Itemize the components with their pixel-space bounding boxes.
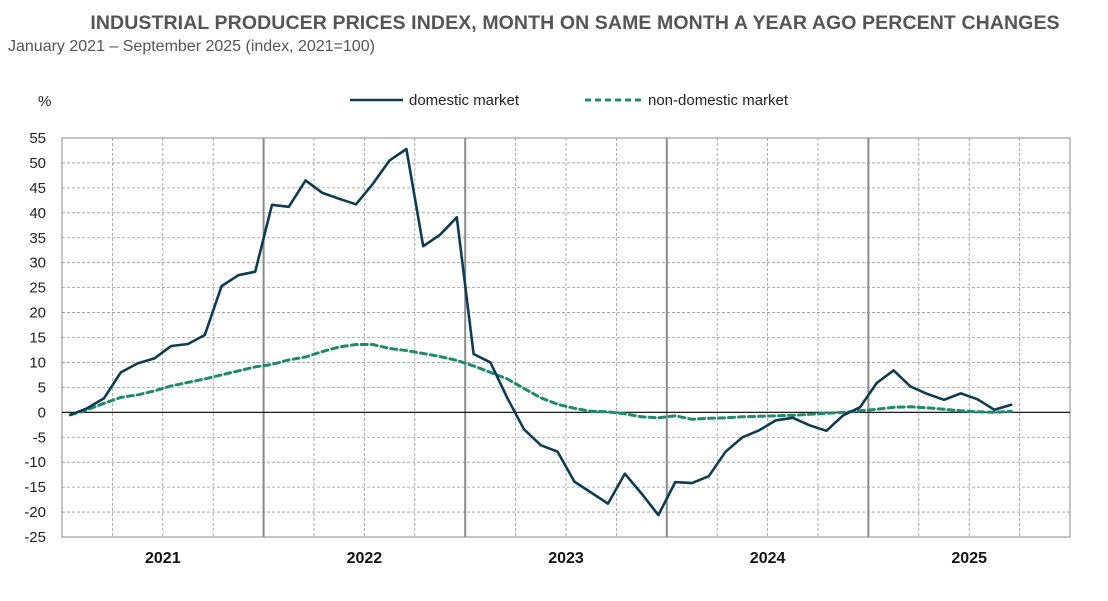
series-lines <box>68 147 1013 517</box>
y-tick-label: 30 <box>29 255 46 272</box>
y-tick-label: -15 <box>24 479 46 496</box>
y-tick-label: 40 <box>29 205 46 222</box>
y-tick-label: 25 <box>29 280 46 297</box>
y-tick-label: 55 <box>29 130 46 147</box>
chart-subtitle: January 2021 – September 2025 (index, 20… <box>8 38 375 55</box>
series-line-domestic <box>69 147 1013 517</box>
x-year-label: 2023 <box>548 550 584 567</box>
legend: domestic market non-domestic market <box>350 92 789 109</box>
y-tick-label: -20 <box>24 504 46 521</box>
legend-label: non-domestic market <box>648 92 789 109</box>
grid-lines <box>61 137 1071 538</box>
y-tick-label: 5 <box>38 379 46 396</box>
x-year-label: 2021 <box>145 550 181 567</box>
y-tick-label: -25 <box>24 529 46 546</box>
y-tick-label: 20 <box>29 305 46 322</box>
x-year-label: 2024 <box>750 550 786 567</box>
y-tick-label: 0 <box>38 404 46 421</box>
legend-label: domestic market <box>409 92 520 109</box>
y-tick-label: -5 <box>33 429 46 446</box>
series-line-non-domestic <box>68 343 1013 421</box>
y-tick-label: 15 <box>29 330 46 347</box>
x-year-label: 2022 <box>347 550 383 567</box>
chart-title: INDUSTRIAL PRODUCER PRICES INDEX, MONTH … <box>90 12 1060 34</box>
y-tick-label: 35 <box>29 230 46 247</box>
x-axis: 2021 2022 2023 2024 2025 <box>145 550 987 567</box>
y-tick-label: 10 <box>29 354 46 371</box>
y-tick-label: 45 <box>29 180 46 197</box>
plot-frame <box>61 137 1071 538</box>
x-year-label: 2025 <box>951 550 987 567</box>
y-axis-unit-label: % <box>38 93 51 110</box>
y-tick-label: 50 <box>29 155 46 172</box>
y-tick-label: -10 <box>24 454 46 471</box>
